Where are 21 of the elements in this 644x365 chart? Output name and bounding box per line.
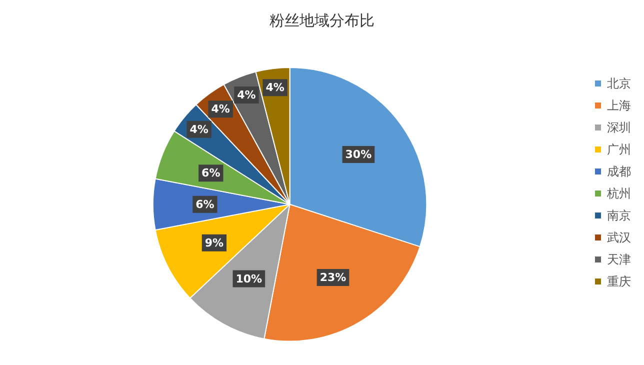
legend-label: 天津: [607, 252, 631, 266]
legend-label: 武汉: [607, 230, 631, 244]
data-label: 4%: [211, 102, 230, 116]
data-label: 4%: [190, 122, 208, 136]
data-label: 4%: [237, 88, 256, 102]
legend-label: 南京: [607, 208, 631, 222]
data-label: 6%: [196, 198, 214, 211]
legend-label: 重庆: [607, 274, 631, 288]
legend-label: 广州: [607, 142, 631, 156]
legend-label: 深圳: [607, 120, 631, 134]
legend-label: 北京: [607, 76, 631, 90]
data-label: 4%: [266, 81, 284, 94]
data-label: 30%: [345, 148, 372, 162]
data-label: 6%: [202, 166, 220, 180]
chart-title: 粉丝地域分布比: [270, 12, 374, 30]
data-label: 9%: [204, 236, 224, 250]
data-label: 10%: [236, 272, 262, 286]
legend-label: 成都: [607, 164, 631, 178]
data-label: 23%: [320, 270, 346, 284]
legend-label: 上海: [607, 98, 631, 112]
legend-label: 杭州: [606, 186, 631, 200]
